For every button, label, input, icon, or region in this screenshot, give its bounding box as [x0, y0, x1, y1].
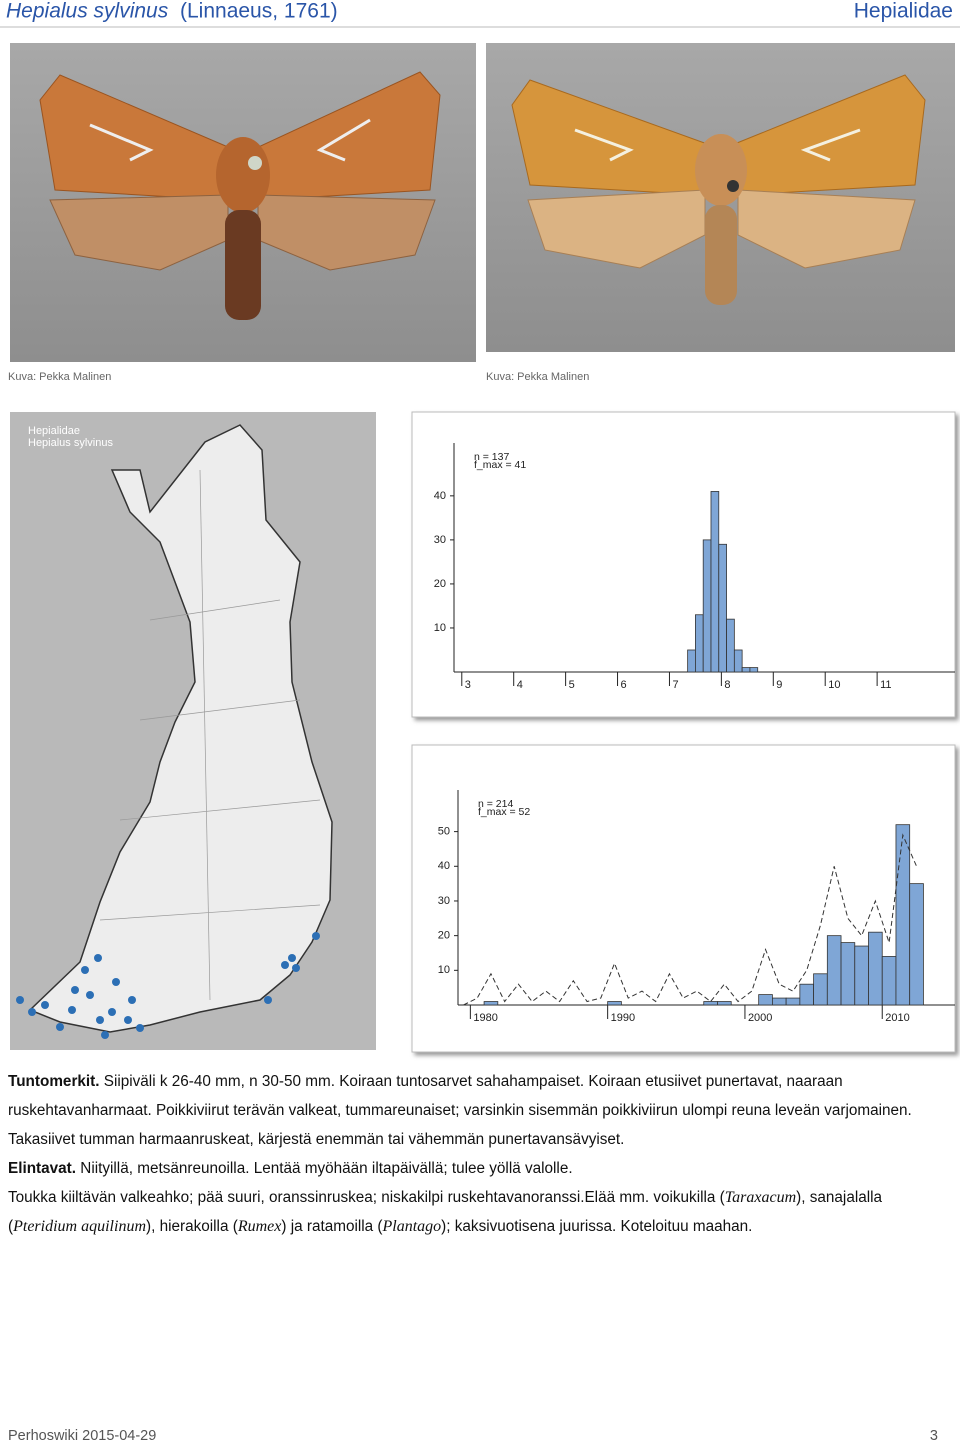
x-tick-label: 10 — [828, 679, 840, 691]
distribution-map: Hepialidae Hepialus sylvinus — [10, 412, 376, 1050]
y-tick-label: 10 — [438, 964, 450, 976]
histogram-bar — [702, 539, 712, 673]
latin-name: Plantago — [382, 1218, 442, 1235]
x-tick-label: 6 — [621, 679, 627, 691]
bar — [785, 997, 801, 1006]
bar — [772, 997, 787, 1006]
chart-annotation: n = 214 — [478, 798, 513, 810]
section-label: Elintavat. — [8, 1160, 77, 1177]
section-text: ) ja ratamoilla ( — [281, 1218, 383, 1235]
section-text: ), hierakoilla ( — [146, 1218, 238, 1235]
description: Tuntomerkit. Siipiväli k 26-40 mm, n 30-… — [8, 1067, 954, 1241]
bar — [703, 1001, 718, 1006]
footer-source: Perhoswiki 2015-04-29 — [8, 1428, 157, 1444]
photo-caption: Kuva: Pekka Malinen — [486, 371, 589, 383]
x-tick-label: 11 — [880, 679, 891, 691]
y-tick-label: 50 — [438, 826, 450, 838]
chart-annotation: f_max = 41 — [474, 459, 526, 471]
bar — [868, 931, 883, 1006]
photo-caption: Kuva: Pekka Malinen — [8, 371, 111, 383]
section-text: ), sanajalalla ( — [8, 1189, 883, 1235]
bar — [483, 1001, 499, 1006]
bar — [854, 945, 869, 1006]
species-name: Hepialus sylvinus — [6, 0, 169, 23]
photo-male — [10, 43, 476, 362]
latin-name: Pteridium aquilinum — [13, 1218, 146, 1235]
bar — [813, 973, 828, 1006]
latin-name: Rumex — [237, 1218, 282, 1235]
section-text: ); kaksivuotisena juurissa. Koteloituu m… — [441, 1218, 753, 1235]
chart-frame — [411, 744, 956, 1053]
y-tick-label: 30 — [434, 534, 446, 546]
photo-female — [486, 43, 955, 352]
species-author: (Linnaeus, 1761) — [180, 0, 338, 23]
y-tick-label: 20 — [434, 578, 446, 590]
histogram-bar — [695, 614, 704, 673]
section-text: Toukka kiiltävän valkeahko; pää suuri, o… — [8, 1189, 725, 1206]
histogram-bar — [710, 491, 720, 673]
page-number: 3 — [929, 1428, 938, 1444]
bar — [717, 1001, 732, 1006]
map-title: Hepialidae — [28, 425, 80, 437]
bar — [909, 883, 924, 1006]
section-text: Siipiväli k 26-40 mm, n 30-50 mm. Koiraa… — [8, 1073, 912, 1148]
paragraph: Tuntomerkit. Siipiväli k 26-40 mm, n 30-… — [8, 1067, 954, 1154]
bar — [758, 994, 773, 1006]
x-tick-label: 2010 — [885, 1012, 909, 1024]
bar — [799, 983, 814, 1006]
bar — [840, 942, 856, 1006]
chart-annotation: f_max = 52 — [478, 806, 530, 818]
x-tick-label: 7 — [672, 679, 678, 691]
bar — [881, 956, 897, 1006]
bar — [826, 935, 842, 1006]
histogram-bar — [741, 667, 751, 673]
x-tick-label: 4 — [517, 679, 523, 691]
y-tick-label: 30 — [438, 895, 450, 907]
bar — [895, 824, 911, 1006]
family-name: Hepialidae — [854, 0, 953, 23]
x-tick-label: 5 — [569, 679, 575, 691]
bar — [607, 1001, 622, 1006]
footer: Perhoswiki 2015-04-29 3 — [8, 1428, 938, 1444]
map-title: Hepialus sylvinus — [28, 437, 113, 449]
x-tick-label: 3 — [465, 679, 471, 691]
x-tick-label: 2000 — [748, 1012, 772, 1024]
section-text: Niityillä, metsänreunoilla. Lentää myöhä… — [80, 1160, 573, 1177]
y-tick-label: 10 — [434, 622, 446, 634]
y-tick-label: 40 — [434, 490, 446, 502]
y-tick-label: 40 — [438, 860, 450, 872]
x-tick-label: 1980 — [473, 1012, 497, 1024]
histogram-bar — [718, 543, 727, 673]
paragraph: Elintavat. Niityillä, metsänreunoilla. L… — [8, 1154, 954, 1183]
chart-annotation: n = 137 — [474, 451, 509, 463]
x-tick-label: 1990 — [611, 1012, 635, 1024]
x-tick-label: 8 — [724, 679, 730, 691]
section-label: Tuntomerkit. — [8, 1073, 100, 1090]
latin-name: Taraxacum — [724, 1189, 797, 1206]
y-tick-label: 20 — [438, 930, 450, 942]
page-graphics: Hepialus sylvinus (Linnaeus, 1761) Hepia… — [0, 0, 960, 1053]
paragraph: Toukka kiiltävän valkeahko; pää suuri, o… — [8, 1183, 954, 1241]
chart-frame — [411, 411, 956, 718]
histogram-bar — [687, 649, 696, 673]
histogram-bar — [733, 649, 743, 673]
histogram-bar — [749, 667, 759, 673]
histogram-bar — [726, 618, 735, 673]
x-tick-label: 9 — [776, 679, 782, 691]
